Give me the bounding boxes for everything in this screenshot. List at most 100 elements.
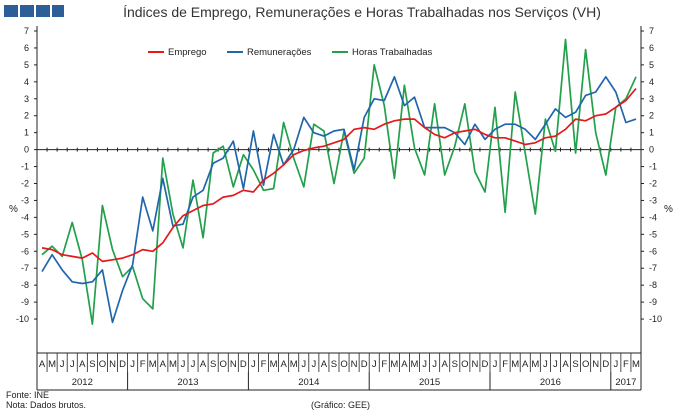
x-month-label: A [442,359,449,370]
y-tick-left: -2 [21,179,29,189]
y-tick-right: -8 [649,280,657,290]
header-block-3 [36,5,50,17]
x-month-label: N [351,359,358,370]
y-tick-left: 5 [24,60,29,70]
y-tick-left: -3 [21,195,29,205]
y-tick-left: 3 [24,94,29,104]
y-tick-left: 7 [24,26,29,36]
x-month-label: J [422,359,427,370]
x-month-label: D [482,359,489,370]
x-month-label: O [582,359,589,370]
x-month-label: M [169,359,177,370]
x-month-label: D [240,359,247,370]
y-tick-right: 7 [649,26,654,36]
x-month-label: D [361,359,368,370]
y-tick-right: 5 [649,60,654,70]
y-tick-right: -2 [649,179,657,189]
y-tick-left: 1 [24,128,29,138]
x-month-label: J [553,359,558,370]
x-year-label: 2013 [177,377,198,388]
x-month-label: O [99,359,106,370]
x-month-label: A [280,359,287,370]
x-month-label: S [331,359,337,370]
x-month-label: F [381,359,387,370]
series-line-1 [41,75,637,324]
x-month-label: J [251,359,256,370]
x-month-label: F [261,359,267,370]
y-axis-label-right: % [664,204,673,215]
y-tick-right: 2 [649,111,654,121]
x-month-label: J [60,359,65,370]
footer-chart-credit: (Gráfico: GEE) [311,400,371,410]
y-tick-left: -6 [21,246,29,256]
legend-label-0: Emprego [168,47,207,58]
y-tick-left: -8 [21,280,29,290]
y-tick-left: 6 [24,43,29,53]
x-month-label: M [632,359,640,370]
y-tick-left: 0 [24,145,29,155]
x-month-label: D [602,359,609,370]
y-tick-right: 1 [649,128,654,138]
x-month-label: F [502,359,508,370]
x-month-label: D [119,359,126,370]
footer-source: Fonte: INE [6,390,50,400]
x-month-label: J [301,359,306,370]
y-tick-left: -10 [16,314,29,324]
y-tick-right: 3 [649,94,654,104]
y-tick-right: 4 [649,77,654,87]
x-month-label: N [109,359,116,370]
x-month-label: S [572,359,578,370]
x-month-label: N [471,359,478,370]
x-month-label: M [48,359,56,370]
y-tick-right: -9 [649,297,657,307]
header-block-2 [20,5,34,17]
x-year-label: 2016 [540,377,561,388]
y-tick-left: -4 [21,212,29,222]
x-month-label: J [613,359,618,370]
x-month-label: A [39,359,46,370]
x-month-label: M [411,359,419,370]
x-month-label: A [562,359,569,370]
x-month-label: J [493,359,498,370]
y-tick-left: 4 [24,77,29,87]
x-month-label: M [390,359,398,370]
x-month-label: M [531,359,539,370]
y-tick-right: -6 [649,246,657,256]
y-tick-right: -4 [649,212,657,222]
x-month-label: J [70,359,75,370]
x-month-label: J [372,359,377,370]
x-month-label: M [149,359,157,370]
legend: Emprego Remunerações Horas Trabalhadas [148,47,433,58]
x-month-label: J [432,359,437,370]
x-month-label: A [79,359,86,370]
x-month-label: M [270,359,278,370]
y-tick-left: -5 [21,229,29,239]
footer-note: Nota: Dados brutos. [6,400,87,410]
header-block-1 [4,5,18,17]
x-month-label: O [220,359,227,370]
x-year-label: 2014 [298,377,319,388]
x-month-label: M [290,359,298,370]
x-month-label: J [181,359,186,370]
x-month-label: N [592,359,599,370]
y-tick-left: -9 [21,297,29,307]
y-tick-right: -10 [649,314,662,324]
header-block-4 [52,5,64,17]
y-tick-right: 6 [649,43,654,53]
y-tick-left: -1 [21,162,29,172]
x-month-label: O [340,359,347,370]
y-tick-left: -7 [21,263,29,273]
legend-label-1: Remunerações [247,47,312,58]
x-month-label: A [321,359,328,370]
series-lines [41,38,637,325]
y-tick-right: -3 [649,195,657,205]
x-month-label: S [89,359,95,370]
x-month-label: A [522,359,529,370]
x-month-label: S [452,359,458,370]
x-month-label: F [140,359,146,370]
x-month-label: F [623,359,629,370]
x-month-label: M [511,359,519,370]
